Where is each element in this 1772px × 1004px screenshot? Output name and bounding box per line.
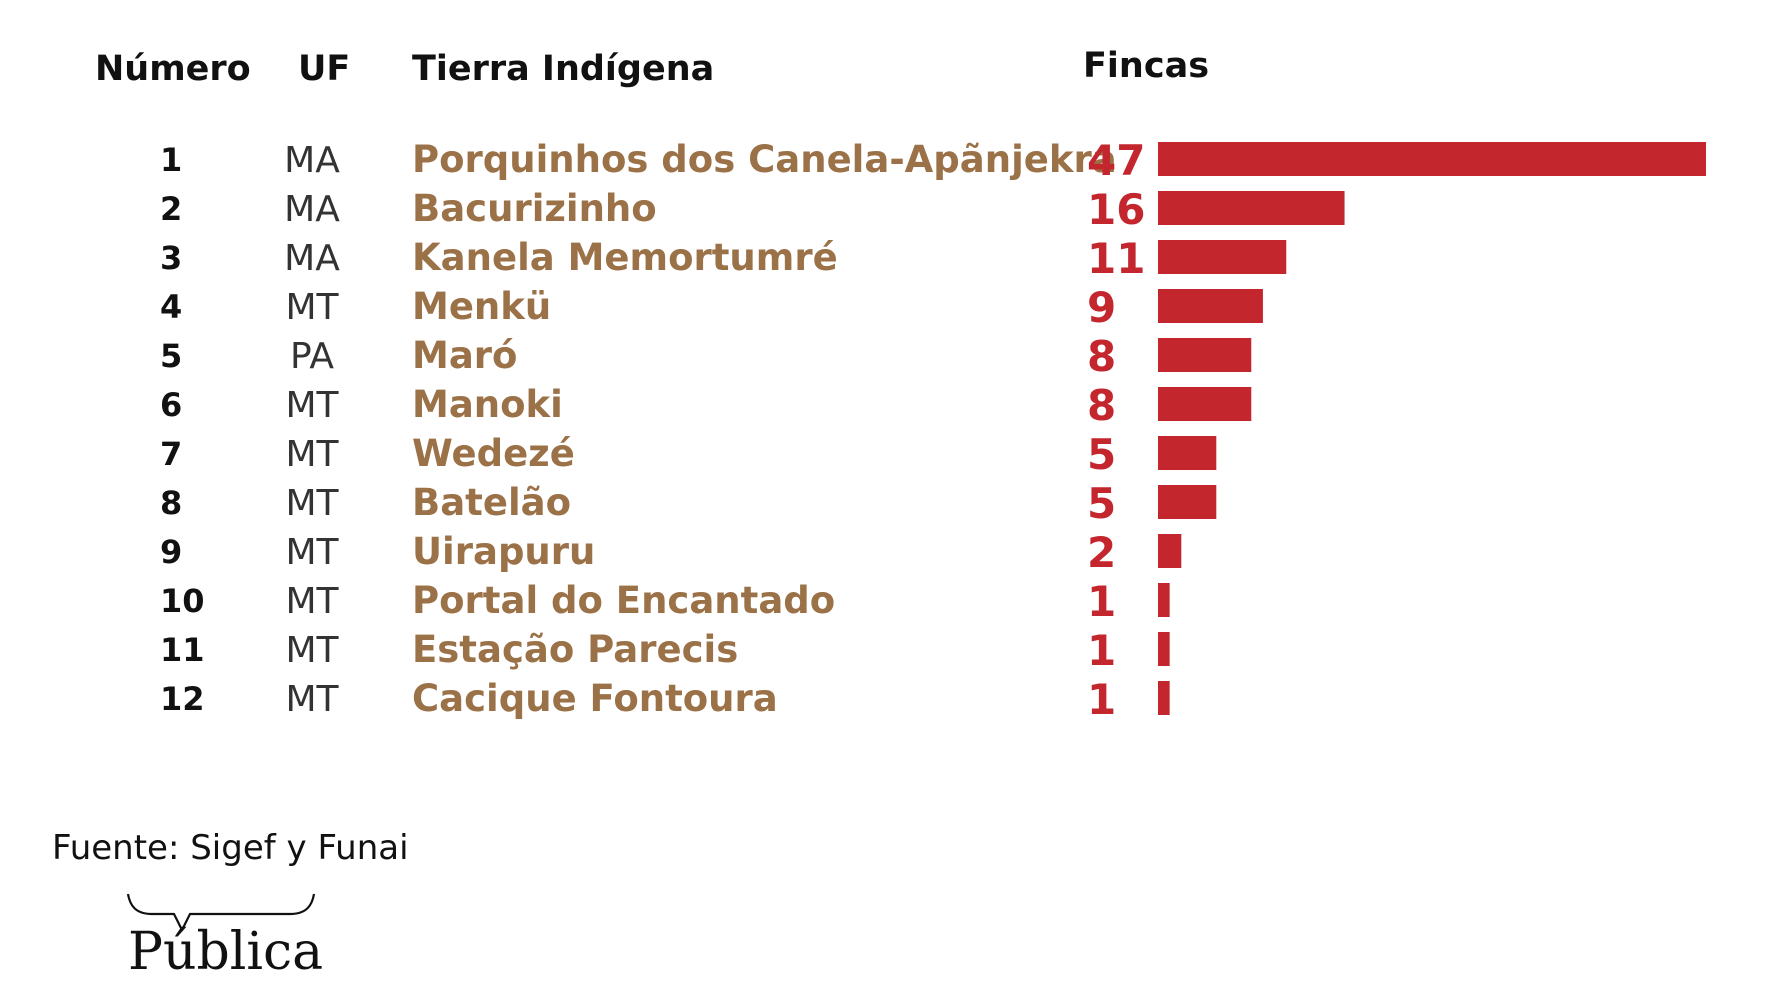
row-number: 1 — [160, 141, 182, 179]
logo-wordmark: Pública — [128, 922, 324, 982]
row-fincas-value: 1 — [1087, 675, 1116, 724]
row-tierra-indigena: Menkü — [412, 285, 551, 328]
row-uf: MA — [284, 238, 340, 279]
row-uf: MT — [285, 385, 339, 426]
header-fincas: Fincas — [1083, 46, 1209, 86]
row-tierra-indigena: Portal do Encantado — [412, 579, 835, 622]
header-tierra-indigena: Tierra Indígena — [412, 49, 714, 89]
row-fincas-value: 8 — [1087, 381, 1116, 430]
row-fincas-value: 5 — [1087, 479, 1116, 528]
row-tierra-indigena: Batelão — [412, 481, 571, 524]
row-number: 8 — [160, 484, 182, 522]
fincas-bar — [1158, 240, 1287, 274]
row-fincas-value: 47 — [1087, 136, 1145, 185]
fincas-bar — [1158, 191, 1345, 225]
row-fincas-value: 5 — [1087, 430, 1116, 479]
fincas-bar — [1158, 387, 1252, 421]
row-uf: MT — [285, 679, 339, 720]
fincas-bar — [1158, 583, 1170, 617]
row-uf: MT — [285, 287, 339, 328]
row-uf: MT — [285, 532, 339, 573]
row-uf: MT — [285, 434, 339, 475]
row-fincas-value: 1 — [1087, 577, 1116, 626]
row-number: 12 — [160, 680, 205, 718]
row-number: 11 — [160, 631, 205, 669]
row-uf: MT — [285, 581, 339, 622]
source-note: Fuente: Sigef y Funai — [52, 828, 409, 868]
row-tierra-indigena: Kanela Memortumré — [412, 236, 838, 279]
row-fincas-value: 8 — [1087, 332, 1116, 381]
row-tierra-indigena: Manoki — [412, 383, 563, 426]
row-fincas-value: 1 — [1087, 626, 1116, 675]
header-uf: UF — [298, 49, 350, 89]
fincas-bar — [1158, 338, 1252, 372]
row-number: 10 — [160, 582, 205, 620]
row-tierra-indigena: Maró — [412, 334, 517, 377]
row-number: 9 — [160, 533, 182, 571]
row-fincas-value: 16 — [1087, 185, 1145, 234]
row-number: 5 — [160, 337, 182, 375]
row-fincas-value: 2 — [1087, 528, 1116, 577]
row-uf: MT — [285, 630, 339, 671]
row-number: 6 — [160, 386, 182, 424]
row-number: 2 — [160, 190, 182, 228]
fincas-bar — [1158, 289, 1263, 323]
row-tierra-indigena: Wedezé — [412, 432, 575, 475]
row-number: 4 — [160, 288, 182, 326]
publica-logo: Pública — [118, 892, 328, 992]
header-numero: Número — [95, 49, 251, 89]
row-tierra-indigena: Porquinhos dos Canela-Apãnjekra — [412, 138, 1117, 181]
row-tierra-indigena: Uirapuru — [412, 530, 595, 573]
speech-bracket-icon — [126, 893, 316, 932]
row-fincas-value: 9 — [1087, 283, 1116, 332]
row-tierra-indigena: Estação Parecis — [412, 628, 738, 671]
fincas-bar — [1158, 436, 1217, 470]
row-number: 7 — [160, 435, 182, 473]
row-fincas-value: 11 — [1087, 234, 1145, 283]
row-uf: MA — [284, 189, 340, 230]
row-number: 3 — [160, 239, 182, 277]
row-uf: PA — [290, 336, 334, 377]
fincas-bar — [1158, 485, 1217, 519]
row-tierra-indigena: Bacurizinho — [412, 187, 657, 230]
row-uf: MA — [284, 140, 340, 181]
fincas-bar — [1158, 632, 1170, 666]
row-tierra-indigena: Cacique Fontoura — [412, 677, 778, 720]
fincas-bar — [1158, 534, 1182, 568]
fincas-bar — [1158, 681, 1170, 715]
row-uf: MT — [285, 483, 339, 524]
fincas-bar — [1158, 142, 1706, 176]
